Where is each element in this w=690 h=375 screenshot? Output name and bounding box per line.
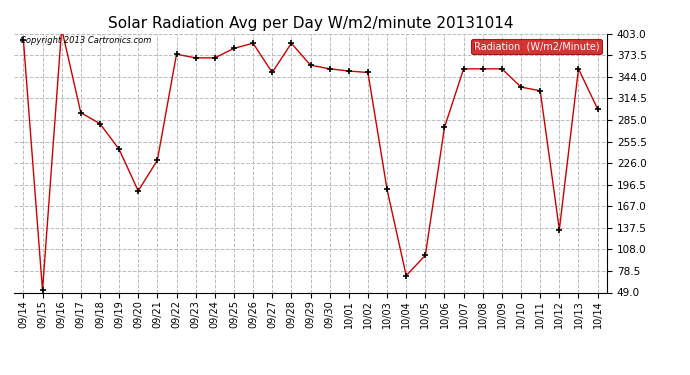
Legend: Radiation  (W/m2/Minute): Radiation (W/m2/Minute)	[471, 39, 602, 54]
Title: Solar Radiation Avg per Day W/m2/minute 20131014: Solar Radiation Avg per Day W/m2/minute …	[108, 16, 513, 31]
Text: Copyright 2013 Cartronics.com: Copyright 2013 Cartronics.com	[20, 36, 151, 45]
